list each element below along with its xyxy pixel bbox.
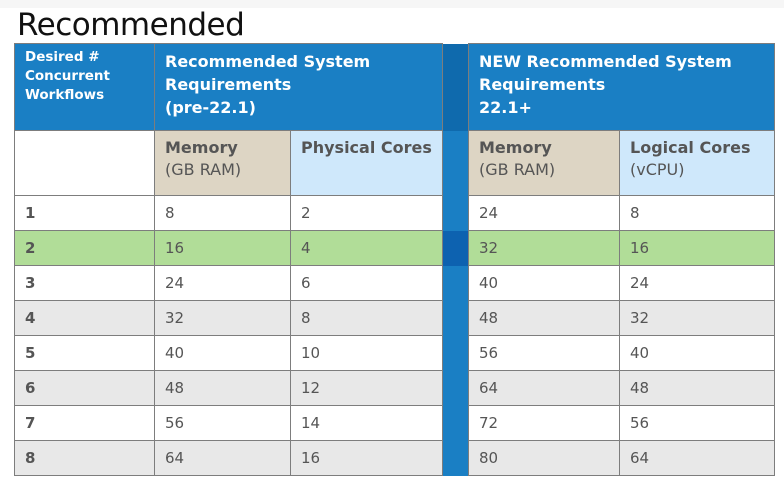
old-memory-cell: 16 (154, 230, 291, 266)
table-row: 6 48 12 64 48 (14, 370, 775, 406)
new-memory-label: Memory (479, 138, 552, 157)
group-header-row: Desired # Concurrent Workflows Recommend… (14, 43, 775, 131)
old-cores-cell: 16 (290, 440, 443, 476)
new-memory-header: Memory (GB RAM) (468, 130, 620, 196)
old-cores-cell: 14 (290, 405, 443, 441)
workflows-cell: 6 (14, 370, 155, 406)
old-memory-cell: 48 (154, 370, 291, 406)
old-memory-cell: 8 (154, 195, 291, 231)
new-cores-cell: 24 (619, 265, 775, 301)
separator-column (442, 335, 469, 371)
old-memory-unit: (GB RAM) (165, 160, 242, 179)
old-cores-cell: 2 (290, 195, 443, 231)
new-cores-label: Logical Cores (630, 138, 751, 157)
new-cores-cell: 48 (619, 370, 775, 406)
new-cores-cell: 16 (619, 230, 775, 266)
table-row: 2 16 4 32 16 (14, 230, 775, 266)
workflows-cell: 5 (14, 335, 155, 371)
table-row: 8 64 16 80 64 (14, 440, 775, 476)
top-bar (0, 0, 784, 8)
sub-header-row: Memory (GB RAM) Physical Cores Memory (G… (14, 130, 775, 196)
new-cores-cell: 32 (619, 300, 775, 336)
old-cores-label: Physical Cores (301, 138, 432, 157)
old-header-line2: Requirements (165, 75, 292, 94)
separator-column (442, 43, 469, 131)
workflows-cell: 4 (14, 300, 155, 336)
workflows-cell: 7 (14, 405, 155, 441)
separator-column (442, 230, 469, 266)
workflows-cell: 3 (14, 265, 155, 301)
workflows-header: Desired # Concurrent Workflows (14, 43, 155, 131)
old-memory-cell: 40 (154, 335, 291, 371)
new-memory-cell: 24 (468, 195, 620, 231)
table-row: 3 24 6 40 24 (14, 265, 775, 301)
new-cores-cell: 40 (619, 335, 775, 371)
new-memory-unit: (GB RAM) (479, 160, 556, 179)
new-memory-cell: 72 (468, 405, 620, 441)
new-cores-cell: 64 (619, 440, 775, 476)
table-row: 7 56 14 72 56 (14, 405, 775, 441)
old-cores-cell: 8 (290, 300, 443, 336)
page-title: Recommended (17, 7, 245, 43)
new-header-line3: 22.1+ (479, 98, 532, 117)
new-requirements-header: NEW Recommended System Requirements 22.1… (468, 43, 775, 131)
table-row: 5 40 10 56 40 (14, 335, 775, 371)
new-cores-cell: 8 (619, 195, 775, 231)
separator-column (442, 440, 469, 476)
new-memory-cell: 80 (468, 440, 620, 476)
old-requirements-header: Recommended System Requirements (pre-22.… (154, 43, 443, 131)
separator-column (442, 300, 469, 336)
old-header-line1: Recommended System (165, 52, 371, 71)
old-memory-cell: 24 (154, 265, 291, 301)
old-cores-cell: 4 (290, 230, 443, 266)
separator-column (442, 405, 469, 441)
workflows-cell: 1 (14, 195, 155, 231)
old-cores-cell: 10 (290, 335, 443, 371)
new-cores-unit: (vCPU) (630, 160, 685, 179)
table-row: 4 32 8 48 32 (14, 300, 775, 336)
new-header-line2: Requirements (479, 75, 606, 94)
separator-column (442, 370, 469, 406)
workflows-cell: 2 (14, 230, 155, 266)
old-cores-cell: 6 (290, 265, 443, 301)
blank-subheader (14, 130, 155, 196)
old-memory-label: Memory (165, 138, 238, 157)
workflows-cell: 8 (14, 440, 155, 476)
table-row: 1 8 2 24 8 (14, 195, 775, 231)
separator-column (442, 195, 469, 231)
old-memory-header: Memory (GB RAM) (154, 130, 291, 196)
new-cores-header: Logical Cores (vCPU) (619, 130, 775, 196)
old-memory-cell: 56 (154, 405, 291, 441)
new-header-line1: NEW Recommended System (479, 52, 732, 71)
new-memory-cell: 32 (468, 230, 620, 266)
separator-column (442, 265, 469, 301)
old-cores-cell: 12 (290, 370, 443, 406)
old-memory-cell: 32 (154, 300, 291, 336)
new-memory-cell: 48 (468, 300, 620, 336)
new-memory-cell: 64 (468, 370, 620, 406)
old-memory-cell: 64 (154, 440, 291, 476)
requirements-table: Desired # Concurrent Workflows Recommend… (14, 43, 775, 476)
old-cores-header: Physical Cores (290, 130, 443, 196)
new-cores-cell: 56 (619, 405, 775, 441)
old-header-line3: (pre-22.1) (165, 98, 256, 117)
new-memory-cell: 56 (468, 335, 620, 371)
new-memory-cell: 40 (468, 265, 620, 301)
separator-column (442, 130, 469, 196)
